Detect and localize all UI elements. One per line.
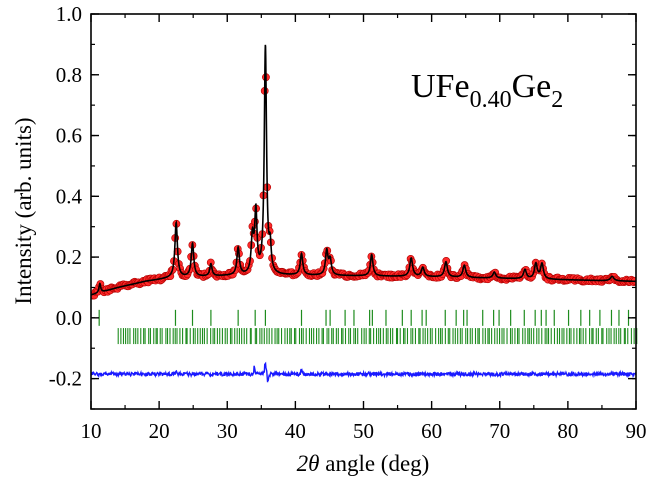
x-tick-label: 70 bbox=[489, 419, 510, 443]
x-tick-label: 80 bbox=[557, 419, 578, 443]
plot-frame bbox=[90, 13, 637, 410]
y-axis-label: Intensity (arb. units) bbox=[11, 117, 36, 304]
x-tick-label: 50 bbox=[353, 419, 374, 443]
x-tick-label: 20 bbox=[149, 419, 170, 443]
x-tick-label: 10 bbox=[81, 419, 102, 443]
y-tick-label: 1.0 bbox=[56, 2, 82, 26]
x-axis-label: 2θ angle (deg) bbox=[297, 451, 430, 476]
calculated-curve-layer bbox=[91, 44, 636, 296]
calculated-curve bbox=[91, 44, 636, 296]
difference-curve-layer bbox=[91, 361, 636, 383]
x-tick-label: 40 bbox=[285, 419, 306, 443]
y-tick-label: 0.8 bbox=[56, 63, 82, 87]
x-tick-label: 30 bbox=[217, 419, 238, 443]
difference-curve bbox=[91, 361, 636, 383]
axis-ticks bbox=[90, 13, 637, 410]
y-tick-label: 0.4 bbox=[56, 184, 83, 208]
y-tick-label: 0.6 bbox=[56, 124, 82, 148]
y-tick-label: 0.0 bbox=[56, 306, 82, 330]
y-tick-label: -0.2 bbox=[49, 367, 82, 391]
x-tick-label: 60 bbox=[421, 419, 442, 443]
y-tick-label: 0.2 bbox=[56, 245, 82, 269]
axis-tick-labels: 10 20 30 40 50 60 70 80 90 1.0 0.8 0.6 0.4 0.2 0.0 -0.2 bbox=[49, 2, 647, 443]
bragg-ticks-layer bbox=[98, 309, 638, 345]
x-tick-label: 90 bbox=[626, 419, 647, 443]
compound-annotation: UFe0.40Ge2 bbox=[411, 68, 563, 113]
